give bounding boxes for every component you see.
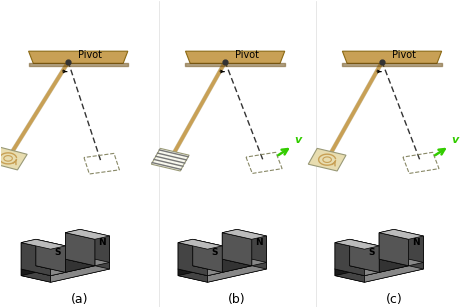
- Polygon shape: [409, 236, 423, 266]
- Polygon shape: [350, 239, 379, 272]
- Text: (a): (a): [72, 293, 89, 306]
- Polygon shape: [379, 229, 423, 239]
- Polygon shape: [178, 262, 266, 282]
- Polygon shape: [151, 148, 189, 171]
- Text: S: S: [212, 248, 218, 257]
- Polygon shape: [178, 243, 208, 276]
- Polygon shape: [237, 256, 266, 269]
- Polygon shape: [335, 262, 423, 282]
- Polygon shape: [185, 51, 285, 63]
- Polygon shape: [222, 229, 266, 239]
- Polygon shape: [222, 233, 252, 266]
- Polygon shape: [178, 239, 222, 249]
- Polygon shape: [65, 229, 109, 239]
- Polygon shape: [21, 256, 109, 276]
- Polygon shape: [178, 256, 237, 276]
- Polygon shape: [394, 229, 423, 262]
- Polygon shape: [379, 233, 409, 266]
- Polygon shape: [21, 262, 109, 282]
- Text: Pivot: Pivot: [78, 51, 102, 60]
- Polygon shape: [36, 259, 95, 272]
- Polygon shape: [365, 262, 423, 282]
- Polygon shape: [21, 243, 51, 276]
- Polygon shape: [335, 239, 379, 249]
- Polygon shape: [350, 259, 409, 272]
- Polygon shape: [193, 259, 252, 272]
- Polygon shape: [335, 256, 423, 276]
- Text: Pivot: Pivot: [235, 51, 259, 60]
- Polygon shape: [394, 256, 423, 269]
- Text: v: v: [295, 135, 302, 144]
- Polygon shape: [178, 269, 208, 282]
- Polygon shape: [308, 148, 346, 171]
- Polygon shape: [335, 256, 394, 276]
- Text: (b): (b): [228, 293, 246, 306]
- Polygon shape: [379, 229, 394, 259]
- Polygon shape: [21, 239, 36, 269]
- Text: Pivot: Pivot: [392, 51, 416, 60]
- Polygon shape: [80, 229, 109, 262]
- Polygon shape: [379, 233, 409, 266]
- Polygon shape: [335, 269, 365, 282]
- Polygon shape: [365, 246, 379, 276]
- Text: v: v: [452, 135, 459, 144]
- Polygon shape: [237, 229, 266, 262]
- Polygon shape: [51, 246, 65, 276]
- Polygon shape: [65, 229, 80, 259]
- Polygon shape: [335, 239, 350, 269]
- Polygon shape: [36, 239, 65, 272]
- Polygon shape: [222, 229, 237, 259]
- Polygon shape: [208, 262, 266, 282]
- Polygon shape: [208, 246, 222, 276]
- Polygon shape: [342, 51, 442, 63]
- Polygon shape: [21, 239, 65, 249]
- Text: S: S: [55, 248, 61, 257]
- Text: S: S: [369, 248, 375, 257]
- Text: (c): (c): [385, 293, 402, 306]
- Text: N: N: [412, 238, 420, 247]
- Polygon shape: [36, 239, 65, 272]
- Polygon shape: [51, 262, 109, 282]
- Polygon shape: [21, 256, 80, 276]
- Polygon shape: [222, 233, 252, 266]
- Polygon shape: [178, 239, 193, 269]
- Polygon shape: [21, 269, 51, 282]
- Polygon shape: [65, 233, 95, 266]
- Polygon shape: [80, 256, 109, 269]
- Polygon shape: [65, 233, 95, 266]
- Polygon shape: [252, 236, 266, 266]
- Text: N: N: [99, 238, 106, 247]
- Polygon shape: [95, 236, 109, 266]
- Polygon shape: [193, 239, 222, 272]
- Polygon shape: [335, 243, 365, 276]
- Polygon shape: [350, 239, 379, 272]
- Polygon shape: [28, 51, 128, 63]
- Polygon shape: [0, 147, 27, 170]
- Polygon shape: [178, 256, 266, 276]
- Polygon shape: [193, 239, 222, 272]
- Text: N: N: [255, 238, 263, 247]
